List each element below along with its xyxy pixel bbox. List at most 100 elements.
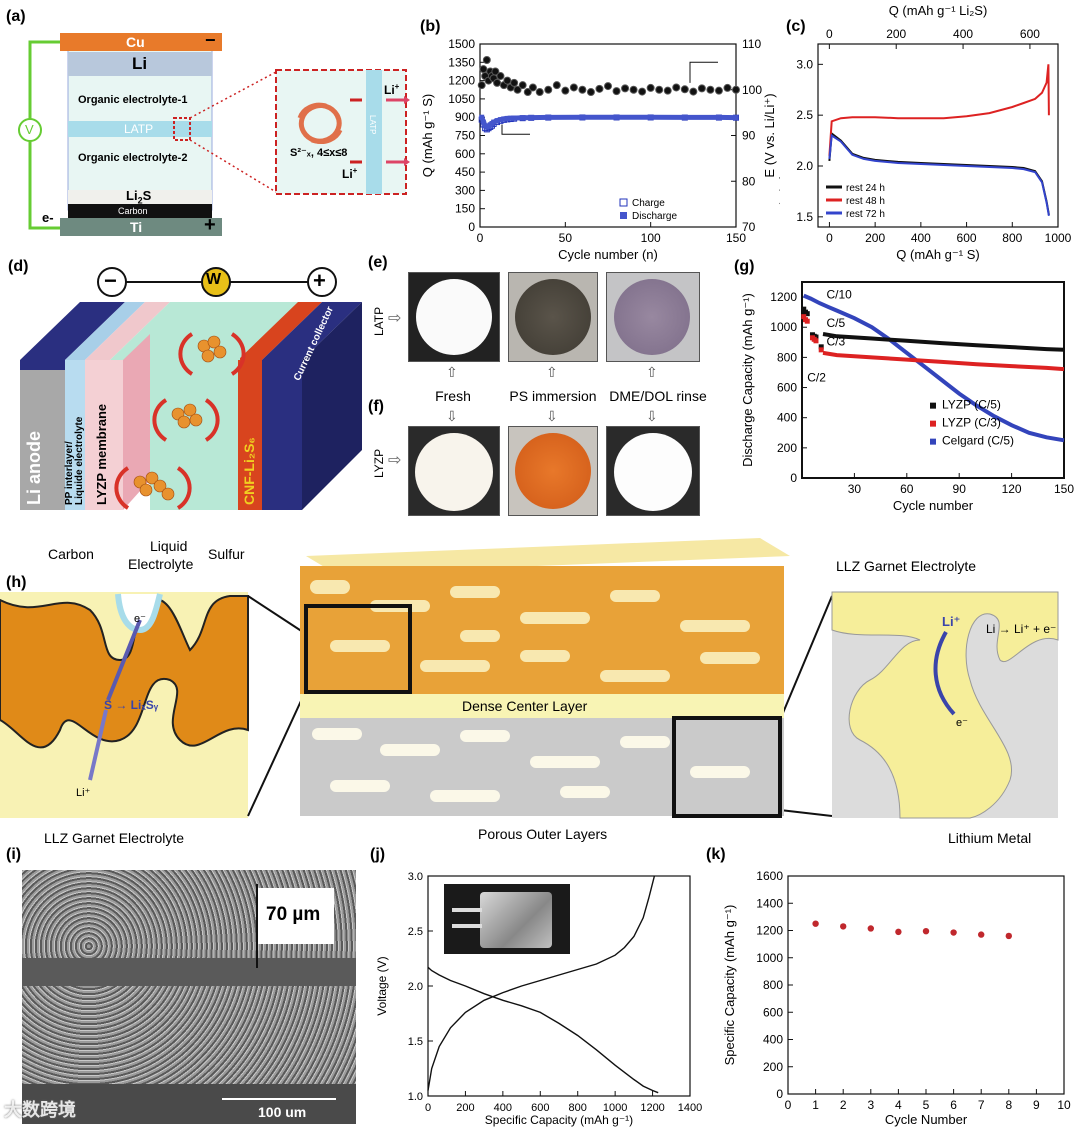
ce-point (493, 78, 502, 87)
up-arrow-2: ⇧ (546, 364, 558, 380)
y-tick-label: 300 (455, 183, 475, 197)
x2-tick-label: 600 (1020, 27, 1040, 41)
legend-marker (930, 438, 936, 445)
ce-point (638, 87, 647, 96)
legend-label: rest 48 h (846, 196, 885, 207)
pouch-cell-photo (444, 884, 570, 954)
panel-e-label: (e) (368, 254, 388, 271)
chart-b: 0 50 100 1500150300450600750900105012001350… (420, 37, 794, 262)
y-tick-label: 1.0 (408, 1091, 423, 1103)
d-w: W (206, 271, 222, 288)
panel-k-label: (k) (706, 846, 726, 863)
ce-point (569, 83, 578, 92)
h-r-reaction: Li → Li⁺ + e⁻ (986, 622, 1057, 636)
ce-point (604, 82, 612, 91)
x-tick-label: 30 (848, 482, 862, 496)
h-liquid-2: Electrolyte (128, 556, 194, 572)
li-label: Li (132, 54, 148, 73)
panel-k: (k) 0 1 2 3 4 5 6 7 8 9 10 0 200 400 600 800 1000 1200 140… (700, 846, 1080, 1128)
rate-annotation: C/3 (826, 334, 845, 348)
x-tick-label: 3 (867, 1098, 874, 1112)
panel-h: (h) Carbon (0, 530, 1080, 850)
down-arrow-2: ⇩ (546, 408, 558, 424)
panel-g: (g) 30 60 90 120 150 0 200 400 600 800 1000 1200 Cyc… (730, 250, 1080, 530)
ce-point (697, 84, 706, 93)
up-arrow-1: ⇧ (446, 364, 458, 380)
photo-lyzp-dme (606, 426, 700, 516)
y-tick-label: 0 (468, 220, 475, 234)
y-tick-label: 1200 (448, 74, 475, 88)
pouch-cell (480, 892, 552, 948)
capacity-point (978, 931, 985, 938)
panel-h-diagram (0, 538, 1059, 819)
scalebar-70-box (258, 888, 334, 944)
carbon-label: Carbon (118, 206, 148, 216)
ce-point (595, 84, 604, 93)
ce-point (663, 86, 672, 95)
panel-b-label: (b) (420, 18, 441, 35)
disc-lyzp-dme (614, 433, 692, 511)
x-tick-label: 1400 (678, 1102, 702, 1114)
x-tick-label: 120 (1002, 482, 1022, 496)
rate-annotation: C/2 (807, 371, 826, 385)
y2-tick-label: 110 (742, 37, 761, 51)
legend-discharge-marker (620, 212, 627, 219)
series-point (804, 318, 810, 324)
x2-axis-label: Q (mAh g⁻¹ Li₂S) (889, 3, 988, 18)
series-point (804, 311, 810, 317)
ce-point (655, 85, 664, 94)
panel-a-diagram (18, 33, 410, 236)
x2-tick-label: 400 (953, 27, 973, 41)
series-point (801, 306, 807, 312)
x-tick-label: 6 (950, 1098, 957, 1112)
x-tick-label: 400 (494, 1102, 512, 1114)
h-dense: Dense Center Layer (462, 698, 588, 714)
voltage-curve (427, 875, 656, 1091)
series-point (818, 347, 824, 353)
y-tick-label: 600 (777, 381, 797, 395)
cu-label: Cu (126, 34, 145, 50)
disc-lyzp-fresh (415, 433, 493, 511)
caption-dme: DME/DOL rinse (609, 388, 707, 404)
y-axis-label: Voltage (V) (375, 956, 389, 1015)
x-tick-label: 4 (895, 1098, 902, 1112)
org1-label: Organic electrolyte-1 (78, 94, 188, 106)
x-tick-label: 800 (569, 1102, 587, 1114)
y-tick-label: 1600 (756, 869, 783, 883)
y-tick-label: 3.0 (408, 871, 423, 883)
discharge-line (479, 114, 737, 131)
disc-lyzp-ps (515, 433, 591, 509)
x-tick-label: 5 (923, 1098, 930, 1112)
panel-ef: (e) (f) LATP ⇨ LYZP ⇨ ⇧ ⇧ ⇧ Fresh PS imm… (368, 250, 728, 520)
ce-point (586, 88, 595, 97)
lyzp-row-arrow: ⇨ (388, 452, 402, 469)
x-tick-label: 10 (1057, 1098, 1071, 1112)
legend-marker (930, 420, 936, 427)
panel-a-label: (a) (6, 8, 26, 25)
ce-point (477, 81, 486, 90)
ce-point (491, 67, 500, 76)
x-tick-label: 600 (957, 231, 977, 245)
x-tick-label: 600 (531, 1102, 549, 1114)
legend-marker (930, 402, 936, 409)
y-tick-label: 400 (777, 411, 797, 425)
ce-point (629, 85, 638, 94)
panel-j-label: (j) (370, 846, 386, 863)
plot-frame (479, 43, 737, 228)
ce-point (528, 83, 537, 92)
y-tick-label: 800 (777, 350, 797, 364)
scalebar-100-label: 100 um (258, 1104, 307, 1120)
ce-point (646, 83, 655, 92)
panel-d-label: (d) (8, 258, 29, 275)
zoom-li-top: Li+ (384, 82, 399, 97)
zoom-formula: S²⁻ₓ, 4≤x≤8 (290, 147, 348, 159)
legend-label: LYZP (C/5) (942, 398, 1001, 412)
plot-frame (787, 875, 1065, 1095)
voltage-curve (427, 966, 659, 1094)
y2-tick-label: 100 (742, 83, 762, 97)
ce-point (535, 88, 544, 97)
chart-c: 0 200 400 600 800 1000 1.5 2.0 2.5 3.0 Q (mAh g⁻¹ … (762, 3, 1072, 262)
x-tick-label: 9 (1033, 1098, 1040, 1112)
series-point (818, 344, 824, 350)
x-tick-label: 8 (1005, 1098, 1012, 1112)
